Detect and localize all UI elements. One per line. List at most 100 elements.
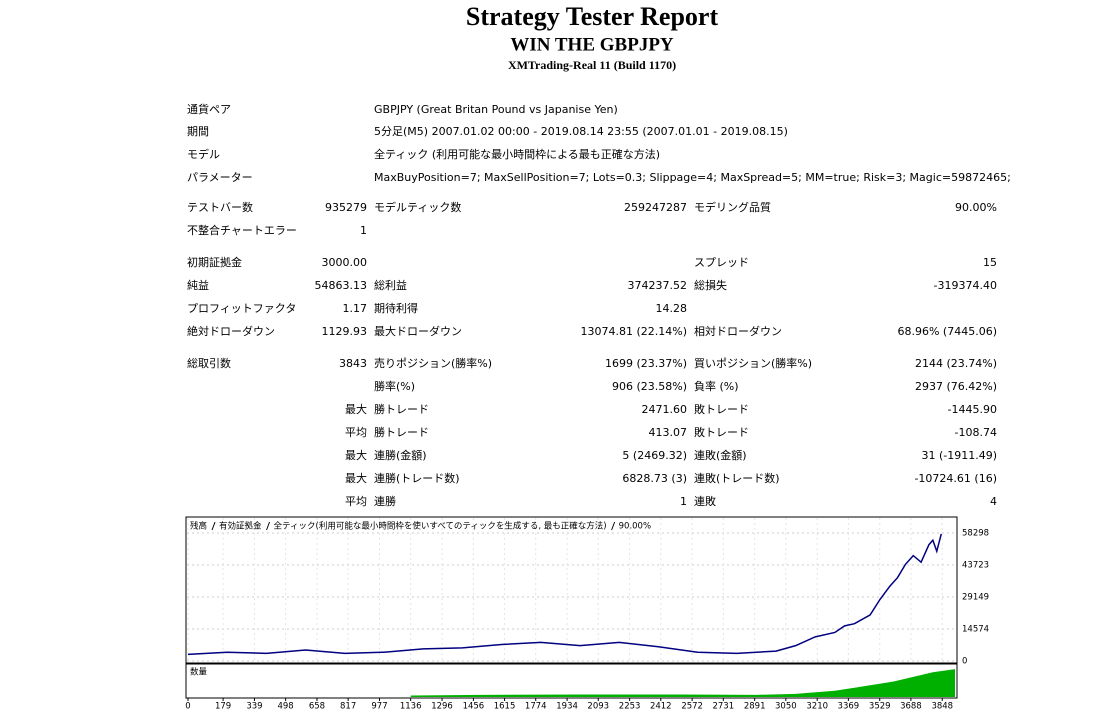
x-tick-label: 658 [309, 702, 325, 712]
x-tick-label: 2253 [619, 702, 641, 712]
stat-label: 勝率(%) [374, 379, 415, 393]
stat-label: 総利益 [374, 278, 407, 292]
stat-value: 935279 [325, 201, 367, 214]
x-tick-label: 1774 [525, 702, 547, 712]
x-tick-label: 498 [277, 702, 293, 712]
title: Strategy Tester Report [466, 2, 719, 31]
stat-value: 413.07 [649, 426, 688, 439]
stat-label: 純益 [187, 278, 209, 292]
stat-value: 3000.00 [322, 256, 368, 269]
stat-label: 期待利得 [374, 301, 418, 315]
stat-label: 総取引数 [187, 356, 231, 370]
legend-text: 全ティック(利用可能な最小時間枠を使いすべてのティックを生成する, 最も正確な方… [274, 521, 607, 532]
y-tick-label: 14574 [962, 625, 989, 635]
stat-label: 相対ドローダウン [694, 324, 782, 338]
info-value: 5分足(M5) 2007.01.02 00:00 - 2019.08.14 23… [374, 125, 788, 138]
x-tick-label: 0 [185, 702, 190, 712]
x-tick-label: 179 [215, 702, 231, 712]
stat-value: 68.96% (7445.06) [897, 325, 997, 338]
x-tick-label: 1456 [463, 702, 485, 712]
x-tick-label: 1934 [556, 702, 578, 712]
stat-value: 2937 (76.42%) [915, 380, 997, 393]
info-value: GBPJPY (Great Britan Pound vs Japanise Y… [374, 103, 618, 116]
info-label: パラメーター [187, 171, 253, 184]
info-label: 期間 [187, 125, 209, 138]
x-tick-label: 3210 [806, 702, 828, 712]
stat-value: -1445.90 [948, 403, 997, 416]
stat-value: 374237.52 [628, 279, 688, 292]
x-tick-label: 1136 [400, 702, 422, 712]
stat-label: 負率 (%) [694, 379, 739, 393]
y-tick-label: 0 [962, 657, 967, 667]
stat-label: モデリング品質 [694, 200, 771, 214]
stat-label: 連敗 [694, 494, 716, 508]
x-tick-label: 2572 [681, 702, 703, 712]
stat-label: 絶対ドローダウン [187, 324, 275, 338]
stat-label: 初期証拠金 [187, 255, 242, 269]
stat-label: 敗トレード [694, 425, 749, 439]
stat-value: 平均 [345, 426, 367, 439]
stat-label: テストバー数 [187, 201, 253, 214]
y-tick-label: 58298 [962, 529, 989, 539]
stat-label: モデルティック数 [374, 200, 461, 214]
stat-value: 13074.81 (22.14%) [580, 325, 687, 338]
y-tick-label: 29149 [962, 593, 989, 603]
stat-label: 売りポジション(勝率%) [374, 356, 492, 370]
stat-value: 31 (-1911.49) [921, 449, 997, 462]
stat-value: 平均 [345, 495, 367, 508]
stat-label: 連敗(金額) [694, 448, 747, 462]
x-tick-label: 817 [340, 702, 356, 712]
x-tick-label: 3529 [869, 702, 891, 712]
legend-text: 残高 [190, 521, 207, 532]
x-tick-label: 1615 [494, 702, 516, 712]
stat-value: 54863.13 [315, 279, 368, 292]
stat-label: 勝トレード [374, 402, 429, 416]
x-tick-label: 2093 [587, 702, 609, 712]
x-tick-label: 2731 [712, 702, 734, 712]
chart-frame [185, 516, 958, 664]
stat-value: -319374.40 [934, 279, 997, 292]
x-tick-label: 3848 [931, 702, 953, 712]
stat-value: 最大 [345, 448, 367, 462]
stat-label: プロフィットファクタ [187, 302, 296, 315]
stat-value: 5 (2469.32) [622, 449, 687, 462]
legend-separator [611, 521, 616, 531]
stat-value: 2471.60 [642, 403, 688, 416]
stat-value: 1699 (23.37%) [605, 357, 687, 370]
stat-value: 14.28 [656, 302, 688, 315]
volume-label: 数量 [190, 667, 208, 678]
stat-value: 1129.93 [322, 325, 368, 338]
x-tick-label: 2891 [744, 702, 766, 712]
legend-text: 有効証拠金 [219, 521, 262, 532]
info-value: 全ティック (利用可能な最小時間枠による最も正確な方法) [374, 147, 660, 161]
server: XMTrading-Real 11 (Build 1170) [508, 58, 676, 72]
stat-value: 最大 [345, 402, 367, 416]
stat-value: 3843 [339, 357, 367, 370]
legend-text: 90.00% [619, 522, 651, 532]
x-tick-label: 1296 [431, 702, 453, 712]
stat-label: 連勝(トレード数) [374, 471, 460, 485]
stat-label: 連敗(トレード数) [694, 471, 780, 485]
stat-value: 6828.73 (3) [622, 472, 687, 485]
stat-value: 1.17 [343, 302, 368, 315]
stat-label: 買いポジション(勝率%) [694, 356, 812, 370]
stat-value: 259247287 [624, 201, 687, 214]
stat-value: 2144 (23.74%) [915, 357, 997, 370]
stat-label: 総損失 [694, 278, 727, 292]
stat-label: 連勝 [374, 494, 396, 508]
balance-line [187, 533, 943, 656]
x-tick-label: 3050 [775, 702, 797, 712]
stat-label: 連勝(金額) [374, 448, 427, 462]
stat-label: 最大ドローダウン [374, 324, 462, 338]
stat-value: -10724.61 (16) [914, 472, 997, 485]
stat-value: 90.00% [955, 201, 997, 214]
stat-value: 最大 [345, 471, 367, 485]
y-tick-label: 43723 [962, 561, 989, 571]
stat-value: 4 [990, 495, 997, 508]
legend-separator [211, 521, 216, 531]
x-tick-label: 3369 [838, 702, 860, 712]
stat-value: 906 (23.58%) [612, 380, 687, 393]
stat-label: スプレッド [694, 256, 749, 269]
stat-value: 1 [680, 495, 687, 508]
